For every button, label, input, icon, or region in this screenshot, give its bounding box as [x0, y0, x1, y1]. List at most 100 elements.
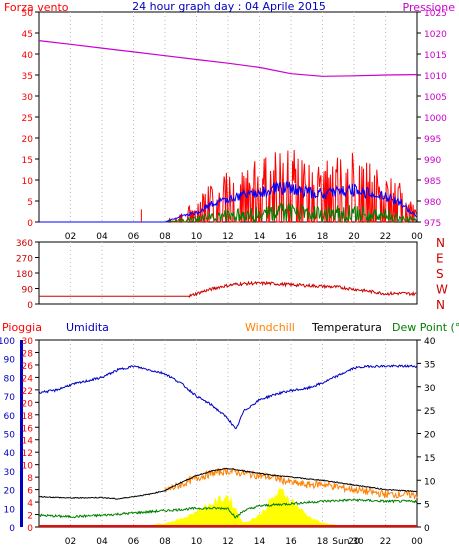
- time-tick-label: 10: [191, 232, 203, 242]
- panel-wind-pressure: Forza vento 24 hour graph day : 04 April…: [4, 0, 455, 242]
- wind-axis-ticks: 0 5 10 15 20 25 30 35 40 45 50: [22, 9, 39, 229]
- time-tick-label: 04: [96, 232, 108, 242]
- wind-tick-label: 50: [22, 9, 34, 19]
- direction-axis-ticks: 0 90 180 270 360: [16, 239, 39, 311]
- time-tick-label: 14: [254, 537, 266, 547]
- direction-tick-label: 180: [16, 270, 33, 280]
- pressure-tick-label: 975: [424, 219, 441, 229]
- time-tick-label: 22: [380, 232, 391, 242]
- time-tick-label: 12: [222, 232, 233, 242]
- wind-tick-label: 15: [22, 156, 33, 166]
- series-wind-average: [39, 180, 417, 223]
- wind-tick-label: 45: [22, 30, 33, 40]
- pressure-tick-label: 995: [424, 135, 441, 145]
- pressure-tick-label: 985: [424, 177, 441, 187]
- rain-tick-label: 26: [22, 362, 34, 372]
- rain-axis-title: Pioggia: [2, 321, 42, 334]
- direction-tick-label: 270: [16, 255, 33, 265]
- pressure-tick-label: 1010: [424, 72, 447, 82]
- dewpoint-legend: Dew Point (°C: [392, 321, 459, 334]
- panel3-time-ticks: 02 04 06 08 10 12 14 16 18 20 22 00: [65, 537, 423, 547]
- time-tick-label: 18: [317, 232, 329, 242]
- time-tick-label: 22: [380, 537, 391, 547]
- time-tick-label: 08: [159, 537, 171, 547]
- compass-label: S: [436, 267, 444, 281]
- time-tick-label: 06: [128, 232, 140, 242]
- pressure-tick-label: 990: [424, 156, 441, 166]
- humidity-axis-bar: [20, 340, 23, 527]
- time-tick-label: 00: [411, 537, 423, 547]
- wind-tick-label: 35: [22, 72, 33, 82]
- temperature-axis-ticks: 0 5 10 15 20 25 30 35 40: [417, 337, 436, 534]
- time-tick-label: 02: [65, 232, 76, 242]
- temperature-tick-label: 40: [424, 337, 436, 347]
- humidity-tick-label: 0: [9, 524, 15, 534]
- wind-tick-label: 40: [22, 51, 34, 61]
- humidity-axis-title: Umidita: [66, 321, 109, 334]
- time-tick-label: 20: [348, 537, 360, 547]
- series-pressure: [38, 40, 418, 77]
- time-tick-label: 08: [159, 232, 171, 242]
- time-tick-label: 16: [285, 537, 297, 547]
- rain-tick-label: 28: [22, 349, 34, 359]
- temperature-tick-label: 30: [424, 384, 436, 394]
- humidity-tick-label: 70: [4, 393, 16, 403]
- humidity-tick-label: 20: [4, 487, 16, 497]
- panel2-series: [39, 280, 417, 298]
- panel3-series: [38, 364, 418, 527]
- compass-label: N: [436, 236, 445, 250]
- direction-tick-label: 360: [16, 239, 33, 249]
- wind-tick-label: 30: [22, 93, 34, 103]
- temperature-tick-label: 15: [424, 454, 435, 464]
- time-tick-label: 00: [411, 232, 423, 242]
- rain-tick-label: 22: [22, 387, 33, 397]
- panel3-frame: [38, 339, 418, 528]
- rain-tick-label: 24: [22, 374, 34, 384]
- rain-tick-label: 30: [22, 337, 34, 347]
- sun-marker: Sun 30: [332, 537, 364, 547]
- temperature-tick-label: 5: [424, 501, 430, 511]
- temperature-tick-label: 35: [424, 360, 435, 370]
- panel2-frame: [38, 241, 418, 305]
- panel1-series: [38, 40, 418, 224]
- direction-tick-label: 90: [22, 286, 34, 296]
- series-solar: [133, 487, 354, 527]
- time-tick-label: 14: [254, 232, 266, 242]
- rain-tick-label: 8: [27, 474, 33, 484]
- rain-tick-label: 14: [22, 437, 34, 447]
- temperature-legend: Temperatura: [311, 321, 382, 334]
- pressure-tick-label: 1000: [424, 114, 447, 124]
- pressure-tick-label: 980: [424, 198, 441, 208]
- humidity-tick-label: 10: [4, 505, 16, 515]
- wind-tick-label: 0: [27, 219, 33, 229]
- series-humidity: [38, 364, 418, 430]
- pressure-tick-label: 1025: [424, 9, 447, 19]
- series-wind-direction: [39, 280, 417, 298]
- wind-tick-label: 10: [22, 177, 34, 187]
- series-temperature: [38, 467, 418, 500]
- compass-label: E: [436, 252, 444, 266]
- humidity-tick-label: 40: [4, 449, 16, 459]
- wind-axis-title: Forza vento: [4, 1, 69, 14]
- temperature-tick-label: 10: [424, 477, 436, 487]
- humidity-tick-label: 80: [4, 374, 16, 384]
- rain-tick-label: 12: [22, 449, 33, 459]
- time-tick-label: 02: [65, 537, 76, 547]
- pressure-axis-title: Pressione: [403, 1, 456, 14]
- humidity-axis-ticks: 0 10 20 30 40 50 60 70 80 90 100: [0, 337, 15, 534]
- rain-tick-label: 16: [22, 424, 34, 434]
- panel-temperature-humidity: Pioggia Umidita Windchill Temperatura De…: [0, 314, 459, 555]
- wind-tick-label: 20: [22, 135, 34, 145]
- wind-tick-label: 5: [27, 198, 33, 208]
- pressure-axis-ticks: 975 980 985 990 995 1000 1005 1010 1015 1020 1025: [417, 9, 447, 229]
- rain-tick-label: 4: [27, 499, 33, 509]
- pressure-tick-label: 1015: [424, 51, 447, 61]
- time-tick-label: 20: [348, 232, 360, 242]
- humidity-tick-label: 100: [0, 337, 15, 347]
- time-tick-label: 04: [96, 537, 108, 547]
- time-tick-label: 06: [128, 537, 140, 547]
- humidity-tick-label: 30: [4, 468, 16, 478]
